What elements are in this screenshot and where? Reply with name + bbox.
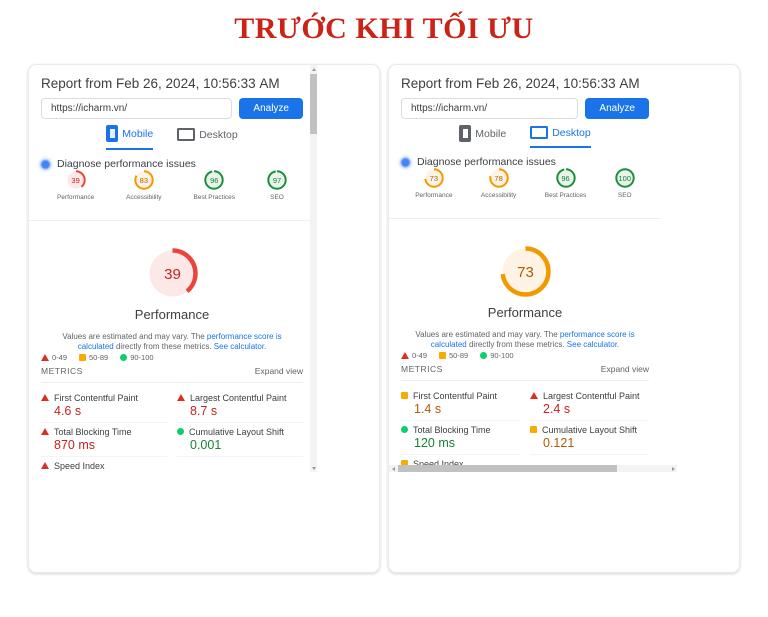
svg-text:73: 73 <box>517 264 534 281</box>
svg-text:39: 39 <box>164 266 181 283</box>
